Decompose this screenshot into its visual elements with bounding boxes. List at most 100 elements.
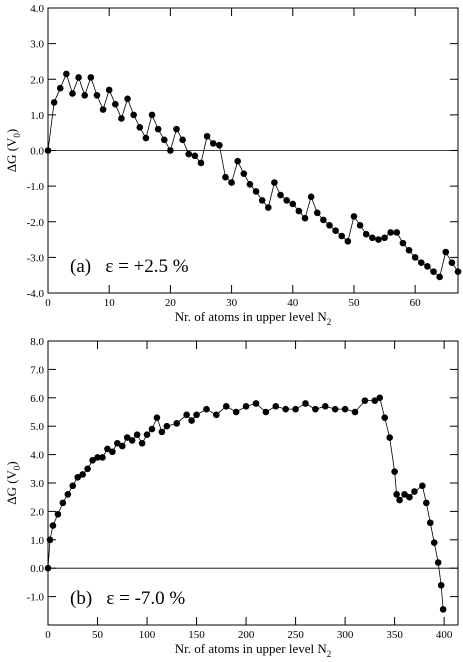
data-point — [426, 519, 434, 527]
y-tick-label: 4.0 — [30, 3, 44, 15]
x-tick-label: 40 — [287, 297, 299, 309]
data-point — [74, 474, 82, 481]
data-point — [99, 106, 107, 113]
y-axis-label-part: 0 — [12, 465, 22, 470]
data-point — [99, 454, 106, 461]
y-tick-label: 2.0 — [30, 74, 44, 86]
data-point — [375, 236, 382, 243]
data-point — [396, 496, 403, 504]
y-axis-label: ΔG (V0) — [4, 129, 22, 173]
data-point — [246, 181, 254, 188]
data-point — [112, 100, 119, 108]
data-point — [406, 493, 413, 501]
data-line — [47, 72, 459, 278]
data-point — [282, 405, 289, 413]
data-point — [321, 403, 329, 410]
data-point — [153, 414, 161, 421]
data-point — [163, 422, 171, 430]
data-point — [258, 197, 266, 204]
y-tick-label: 6.0 — [30, 393, 44, 405]
data-point — [417, 259, 425, 267]
data-point — [338, 232, 346, 240]
annotation: (b) ε = -7.0 % — [70, 588, 185, 609]
data-point — [289, 200, 297, 208]
data-point — [302, 400, 309, 407]
data-point — [411, 254, 419, 261]
data-point — [213, 411, 220, 419]
data-point — [69, 482, 77, 490]
y-tick-label: -1.0 — [27, 592, 45, 604]
y-tick-label: 2.0 — [30, 506, 44, 518]
data-point — [154, 125, 162, 133]
y-tick-label: -1.0 — [27, 181, 45, 193]
data-point — [393, 229, 401, 236]
data-point — [138, 439, 146, 447]
x-tick-label: 350 — [386, 629, 403, 641]
data-point — [240, 170, 248, 177]
data-point — [44, 564, 52, 572]
data-point — [430, 539, 438, 546]
data-point — [381, 414, 389, 421]
data-point — [436, 273, 443, 281]
data-point — [434, 559, 442, 566]
x-axis-label: Nr. of atoms in upper level N2 — [175, 641, 332, 659]
y-axis-label: ΔG (V0) — [4, 461, 22, 505]
data-point — [69, 90, 76, 97]
data-point — [371, 397, 379, 404]
data-point — [142, 134, 150, 142]
data-point — [104, 445, 111, 453]
data-point — [320, 216, 327, 224]
data-point — [44, 147, 52, 154]
x-axis-label-part: Nr. of atoms in upper level N — [175, 641, 328, 656]
x-tick-label: 20 — [165, 297, 177, 309]
y-tick-label: 1.0 — [30, 535, 44, 547]
data-point — [283, 197, 290, 204]
data-point — [312, 405, 319, 413]
data-point — [179, 136, 186, 144]
data-point — [292, 405, 299, 413]
data-point — [188, 417, 195, 424]
data-point — [167, 147, 174, 154]
data-point — [264, 204, 272, 211]
data-point — [59, 499, 67, 507]
data-point — [75, 74, 82, 81]
data-point — [185, 150, 193, 158]
data-point — [160, 136, 168, 144]
y-axis-label-part: ΔG (V — [4, 469, 19, 504]
x-tick-label: 0 — [45, 629, 51, 641]
data-point — [252, 188, 260, 195]
x-axis-label-part: 2 — [327, 649, 332, 659]
data-point — [118, 442, 126, 450]
x-tick-label: 150 — [188, 629, 205, 641]
data-point — [136, 124, 144, 131]
data-point — [222, 173, 229, 181]
data-point — [277, 191, 284, 199]
data-point — [344, 238, 352, 245]
data-point — [387, 229, 394, 236]
data-point — [123, 434, 131, 441]
x-tick-label: 100 — [139, 629, 156, 641]
data-point — [313, 209, 321, 217]
data-point — [430, 268, 437, 275]
data-point — [234, 157, 242, 165]
data-point — [56, 84, 64, 92]
annotation: (a) ε = +2.5 % — [70, 256, 189, 277]
data-point — [209, 140, 217, 147]
y-tick-label: 8.0 — [30, 336, 44, 348]
x-tick-label: 50 — [92, 629, 104, 641]
y-tick-label: 4.0 — [30, 450, 44, 462]
data-point — [197, 159, 205, 167]
y-tick-label: 0.0 — [30, 146, 44, 158]
data-point — [369, 234, 376, 242]
data-point — [252, 400, 260, 407]
data-point — [228, 179, 235, 186]
data-point — [393, 491, 400, 498]
data-point — [411, 488, 418, 495]
x-tick-label: 250 — [287, 629, 304, 641]
data-point — [332, 227, 339, 234]
data-point — [386, 434, 393, 441]
x-tick-label: 0 — [45, 297, 51, 309]
data-line — [47, 397, 444, 610]
